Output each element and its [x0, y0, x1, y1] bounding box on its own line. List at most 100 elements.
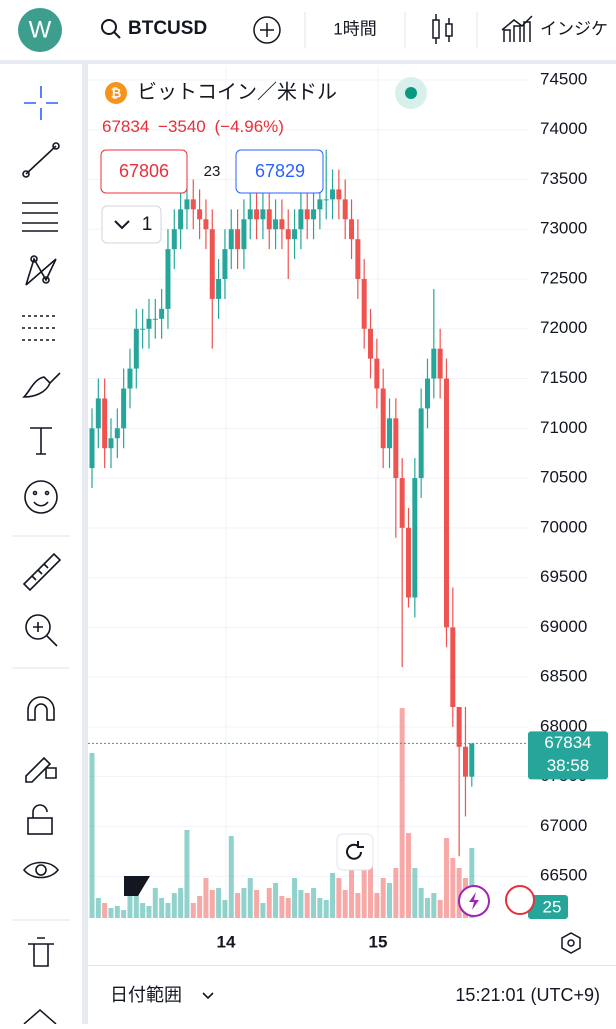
chevron: [202, 992, 214, 1000]
indicators-icon[interactable]: [501, 15, 533, 42]
volume-bar: [203, 878, 209, 918]
buy-button[interactable]: [235, 149, 324, 194]
last-price-box: [528, 731, 608, 780]
candle-body: [95, 398, 101, 429]
y-tick-label: 72000: [540, 318, 587, 337]
market-status-dot: [405, 87, 417, 99]
y-tick-label: 71000: [540, 418, 587, 437]
volume-bar: [190, 903, 196, 918]
interval[interactable]: 1時間: [333, 19, 376, 38]
candle-body: [437, 348, 443, 379]
chart-type-icon[interactable]: [432, 14, 453, 44]
symbol[interactable]: BTCUSD: [128, 18, 207, 39]
drawing-tools[interactable]: [22, 86, 62, 967]
candle-body: [178, 209, 184, 230]
candle-body: [431, 348, 437, 379]
volume-badge: [528, 895, 568, 919]
candle-body: [241, 219, 247, 250]
reset-button[interactable]: [336, 833, 374, 871]
volume-bar: [273, 883, 279, 918]
y-tick-label: 66500: [540, 866, 587, 885]
volume-bar: [197, 896, 203, 918]
toolbar-more[interactable]: [23, 1009, 57, 1025]
volume-bar: [89, 753, 95, 918]
volume-badge-label: 25: [543, 897, 562, 916]
layers-count: 1: [142, 214, 153, 235]
volume-bar: [418, 888, 424, 918]
candle-body: [216, 278, 222, 299]
volume-bar: [443, 838, 449, 918]
volume-bar: [247, 878, 253, 918]
volume-bar: [241, 888, 247, 918]
candle-body: [152, 318, 158, 320]
avatar-letter: W: [29, 16, 52, 43]
candle-body: [121, 388, 127, 429]
candle-body: [342, 199, 348, 220]
economic-icon[interactable]: [505, 885, 535, 915]
candle-body: [355, 239, 361, 279]
volume-bar: [279, 896, 285, 918]
candle-body: [361, 278, 367, 329]
settings-icon: [567, 939, 575, 947]
candle-body: [424, 378, 430, 409]
add-icon: [260, 23, 274, 37]
volume-bar: [374, 893, 380, 918]
candle-body: [380, 388, 386, 449]
candle-body: [235, 229, 241, 250]
candle-body: [456, 706, 462, 747]
sell-price: 67806: [119, 161, 169, 181]
candle-body: [323, 199, 329, 201]
clock: 15:21:01 (UTC+9): [455, 985, 600, 1005]
volume-bar: [437, 900, 443, 918]
search-icon[interactable]: [101, 19, 117, 35]
candle-body: [209, 229, 215, 299]
candle-body: [443, 378, 449, 628]
y-tick-label: 73000: [540, 219, 587, 238]
candle-body: [336, 189, 342, 200]
candle-body: [228, 229, 234, 250]
volume-bar: [330, 873, 336, 918]
candle-body: [222, 249, 228, 279]
volume-bar: [114, 906, 120, 918]
volume-bar: [292, 878, 298, 918]
candle-body: [247, 209, 253, 220]
volume-bar: [406, 833, 411, 918]
volume-bar: [209, 890, 215, 918]
volume-bar: [146, 906, 152, 918]
volume-bar: [178, 888, 184, 918]
candle-body: [184, 199, 190, 210]
toolbar-dividers: [12, 535, 70, 921]
candle-body: [330, 189, 336, 200]
toolbar-separator: [82, 64, 88, 1024]
y-tick-label: 68500: [540, 667, 587, 686]
y-tick-label: 74500: [540, 69, 587, 88]
candle-body: [292, 229, 298, 240]
sell-button[interactable]: [100, 149, 188, 194]
volume-bar: [95, 898, 101, 918]
settings-icon[interactable]: [561, 932, 581, 954]
indicators[interactable]: インジケ: [540, 19, 608, 38]
candle-body: [450, 627, 456, 707]
countdown: 38:58: [547, 756, 590, 775]
candle-body: [387, 418, 393, 449]
volume-bar: [216, 888, 222, 918]
y-tick-label: 72500: [540, 268, 587, 287]
candle-body: [108, 438, 114, 449]
last: 67834: [102, 117, 149, 136]
volume-bar: [102, 903, 108, 918]
volume-bar: [387, 883, 393, 918]
avatar[interactable]: [18, 8, 62, 52]
volume-bar: [336, 878, 342, 918]
last-price-label: 67834: [544, 733, 591, 752]
add-button[interactable]: [253, 16, 281, 44]
date-range[interactable]: 日付範囲: [110, 985, 182, 1005]
volume-bar: [228, 836, 234, 918]
volume-bar: [323, 900, 329, 918]
layers-toggle[interactable]: [101, 205, 162, 244]
y-tick-label: 69000: [540, 617, 587, 636]
candle-body: [102, 398, 108, 449]
candle-body: [393, 418, 399, 479]
change-pct: (−4.96%): [215, 117, 284, 136]
